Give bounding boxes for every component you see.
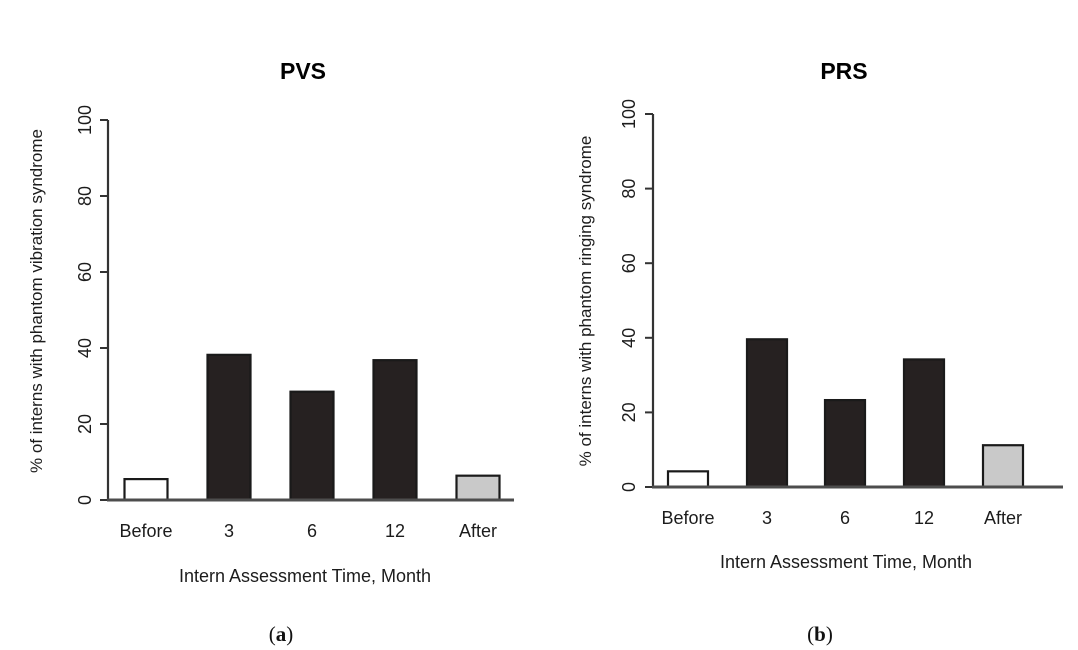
x-tick-label-after: After — [984, 508, 1022, 528]
x-tick-label-6: 6 — [307, 521, 317, 541]
pvs-x-axis-label: Intern Assessment Time, Month — [179, 566, 431, 586]
x-tick-label-after: After — [459, 521, 497, 541]
y-tick-label-20: 20 — [619, 402, 639, 422]
x-tick-label-before: Before — [119, 521, 172, 541]
prs-x-axis-label: Intern Assessment Time, Month — [720, 552, 972, 572]
y-tick-label-100: 100 — [75, 105, 95, 135]
y-tick-label-20: 20 — [75, 414, 95, 434]
caption-a-close: ) — [286, 622, 293, 646]
panel-pvs: PVS % of interns with phantom vibration … — [27, 58, 514, 646]
prs-y-axis-label: % of interns with phantom ringing syndro… — [576, 136, 595, 467]
bar-6 — [823, 398, 867, 489]
x-tick-label-6: 6 — [840, 508, 850, 528]
caption-a: (a) — [269, 622, 294, 646]
y-tick-label-60: 60 — [75, 262, 95, 282]
caption-b-open: ( — [807, 622, 814, 646]
y-tick-label-80: 80 — [75, 186, 95, 206]
y-tick-label-80: 80 — [619, 179, 639, 199]
y-tick-label-100: 100 — [619, 99, 639, 129]
bar-6 — [289, 390, 335, 502]
panel-prs: PRS % of interns with phantom ringing sy… — [539, 0, 1078, 650]
bar-before — [666, 470, 710, 489]
y-tick-label-40: 40 — [75, 338, 95, 358]
bar-3 — [206, 353, 252, 502]
caption-b-close: ) — [826, 622, 833, 646]
bar-before — [123, 478, 169, 502]
y-tick-label-0: 0 — [619, 482, 639, 492]
bar-3 — [745, 338, 789, 489]
caption-a-open: ( — [269, 622, 276, 646]
x-tick-label-before: Before — [661, 508, 714, 528]
caption-b: (b) — [807, 622, 833, 646]
bar-12 — [902, 358, 946, 489]
bar-after — [981, 444, 1025, 489]
prs-plot-area: Before 3 6 12 After 0 20 40 60 80 100 — [619, 99, 1063, 528]
caption-a-letter: a — [276, 622, 287, 646]
prs-chart-title: PRS — [820, 58, 867, 84]
bar-12 — [372, 359, 418, 502]
prs-chart: PRS % of interns with phantom ringing sy… — [576, 58, 1063, 646]
pvs-chart-title: PVS — [280, 58, 326, 84]
x-tick-label-12: 12 — [385, 521, 405, 541]
x-tick-label-3: 3 — [224, 521, 234, 541]
pvs-y-axis-label: % of interns with phantom vibration synd… — [27, 129, 46, 473]
y-tick-label-0: 0 — [75, 495, 95, 505]
x-tick-label-3: 3 — [762, 508, 772, 528]
y-tick-label-60: 60 — [619, 253, 639, 273]
x-tick-label-12: 12 — [914, 508, 934, 528]
pvs-plot-area: Before 3 6 12 After 0 20 40 60 80 100 — [75, 105, 514, 541]
pvs-chart: PVS % of interns with phantom vibration … — [27, 58, 514, 646]
bar-after — [455, 474, 501, 502]
y-tick-label-40: 40 — [619, 328, 639, 348]
caption-b-letter: b — [814, 622, 826, 646]
